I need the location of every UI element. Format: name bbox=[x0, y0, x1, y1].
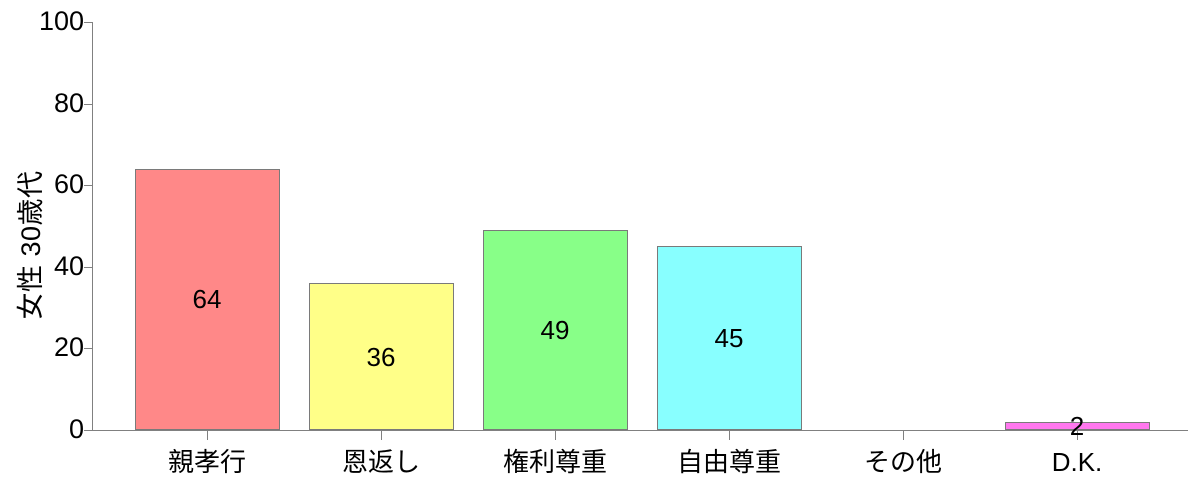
bar-2[interactable] bbox=[482, 230, 628, 430]
x-tick-label-5: D.K. bbox=[1051, 447, 1103, 477]
x-tick-mark bbox=[903, 431, 904, 440]
x-tick-mark bbox=[207, 431, 208, 440]
x-tick-mark bbox=[1077, 431, 1078, 440]
y-tick-label: 40 bbox=[53, 250, 84, 281]
x-tick-label-1: 恩返し bbox=[341, 447, 420, 477]
y-tick-mark bbox=[84, 22, 92, 23]
x-tick-label-2: 権利尊重 bbox=[502, 447, 607, 477]
y-tick-label: 100 bbox=[38, 6, 84, 36]
y-axis-line bbox=[92, 22, 93, 431]
y-tick-mark bbox=[84, 348, 92, 350]
y-tick-mark bbox=[84, 266, 92, 268]
bar-3[interactable] bbox=[656, 246, 802, 430]
x-tick-label-3: 自由尊重 bbox=[676, 447, 781, 477]
y-tick-label: 80 bbox=[53, 87, 84, 118]
bar-0[interactable] bbox=[134, 168, 280, 430]
x-axis-line bbox=[92, 430, 1188, 431]
x-tick-label-4: その他 bbox=[863, 447, 942, 477]
bar-1[interactable] bbox=[308, 283, 454, 430]
x-tick-mark bbox=[729, 431, 730, 440]
bar-5[interactable] bbox=[1004, 421, 1150, 430]
y-tick-label: 60 bbox=[53, 169, 84, 200]
y-tick-mark bbox=[84, 185, 92, 187]
x-tick-mark bbox=[381, 431, 382, 440]
y-tick-label: 20 bbox=[53, 332, 84, 363]
x-tick-mark bbox=[555, 431, 556, 440]
x-tick-label-0: 親孝行 bbox=[167, 447, 246, 477]
y-tick-mark bbox=[84, 103, 92, 105]
y-tick-label: 0 bbox=[68, 414, 84, 444]
y-tick-mark bbox=[84, 430, 92, 431]
